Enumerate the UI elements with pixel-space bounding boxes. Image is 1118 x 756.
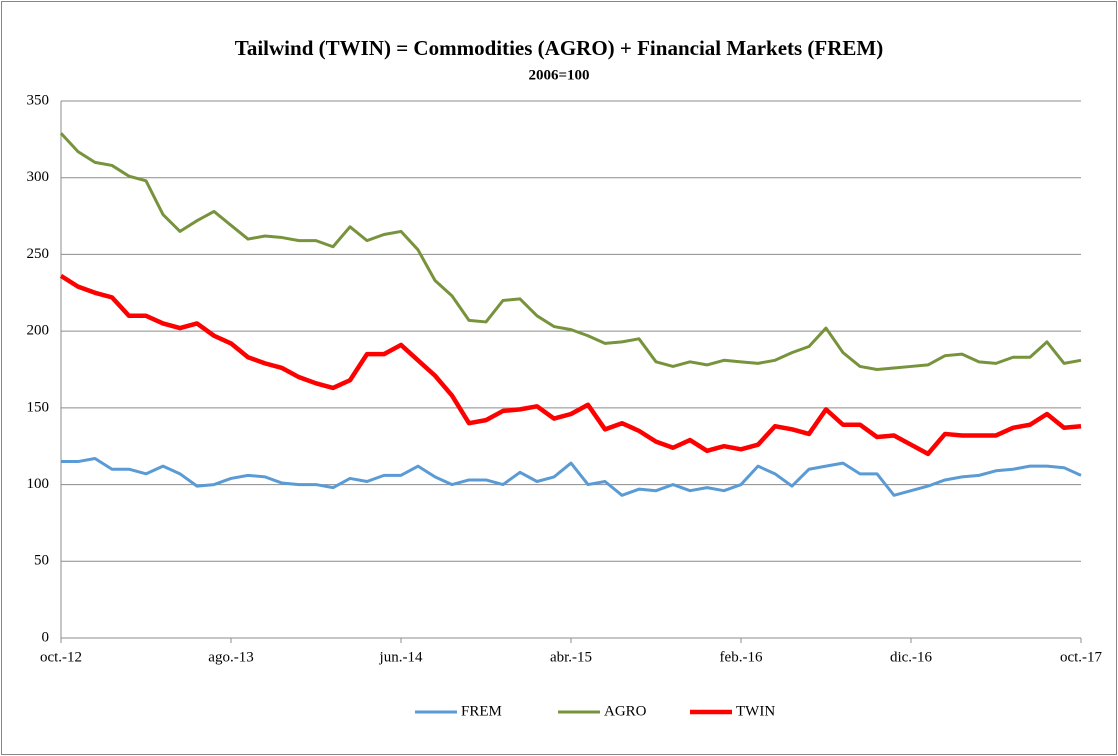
- y-tick-label: 50: [34, 553, 49, 569]
- legend-label: TWIN: [736, 703, 775, 719]
- x-tick-label: ago.-13: [208, 649, 253, 665]
- x-tick-label: feb.-16: [720, 649, 763, 665]
- series-line: [59, 132, 1082, 371]
- y-tick-label: 100: [27, 476, 50, 492]
- legend-label: FREM: [461, 703, 502, 719]
- y-tick-label: 0: [42, 629, 50, 645]
- x-tick-label: dic.-16: [890, 649, 933, 665]
- x-tick-label: oct.-12: [40, 649, 82, 665]
- series-line: [59, 274, 1082, 457]
- x-tick-label: abr.-15: [550, 649, 592, 665]
- series-line: [61, 456, 1082, 497]
- chart-subtitle: 2006=100: [528, 67, 589, 83]
- y-tick-label: 350: [27, 92, 50, 108]
- legend-label: AGRO: [604, 703, 647, 719]
- y-tick-label: 300: [27, 169, 50, 185]
- y-tick-label: 150: [27, 399, 50, 415]
- y-tick-label: 250: [27, 246, 50, 262]
- chart-title: Tailwind (TWIN) = Commodities (AGRO) + F…: [235, 36, 883, 60]
- x-tick-label: oct.-17: [1060, 649, 1103, 665]
- x-tick-label: jun.-14: [379, 649, 423, 665]
- y-tick-label: 200: [27, 323, 50, 339]
